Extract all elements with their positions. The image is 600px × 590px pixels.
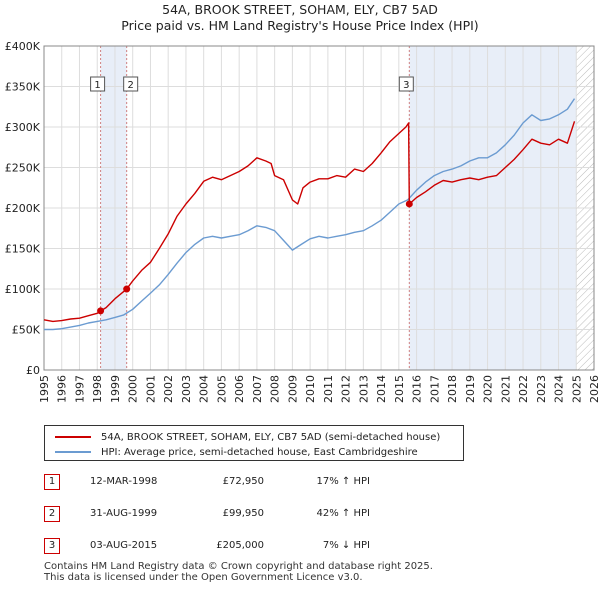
x-tick-label: 2001: [144, 375, 157, 403]
sale-number-box: [90, 76, 106, 92]
footer-line-2: This data is licensed under the Open Gov…: [44, 572, 363, 583]
y-tick-label: £200K: [5, 202, 41, 215]
x-tick-label: 2013: [357, 375, 370, 403]
x-tick-label: 1997: [73, 375, 86, 403]
x-tick-label: 2000: [127, 375, 140, 403]
sale-number-box: [123, 76, 139, 92]
sale-number-badge: 2: [44, 506, 60, 522]
title-line-1: 54A, BROOK STREET, SOHAM, ELY, CB7 5AD: [162, 2, 438, 17]
legend-swatch-hpi: [55, 451, 91, 453]
y-tick-label: £150K: [5, 243, 41, 256]
x-tick-label: 2026: [588, 375, 600, 403]
sale-price: £72,950: [222, 476, 264, 487]
legend-swatch-property: [55, 436, 91, 438]
y-tick-label: £400K: [5, 40, 41, 53]
sale-date: 31-AUG-1999: [90, 508, 158, 519]
sale-number-label: 3: [403, 80, 409, 91]
x-tick-label: 2023: [535, 375, 548, 403]
x-tick-label: 1995: [38, 375, 51, 403]
sale-hpi-diff: 7% ↓ HPI: [322, 540, 370, 551]
x-tick-label: 2014: [375, 375, 388, 403]
sale-price: £205,000: [216, 540, 264, 551]
x-tick-label: 2016: [411, 375, 424, 403]
sale-number-box: [398, 76, 414, 92]
x-tick-label: 2007: [251, 375, 264, 403]
sale-hpi-diff: 42% ↑ HPI: [316, 508, 370, 519]
x-tick-label: 2022: [517, 375, 530, 403]
y-tick-label: £0: [26, 364, 40, 377]
x-tick-label: 2002: [162, 375, 175, 403]
sales-table: 1 12-MAR-1998 £72,950 17% ↑ HPI 2 31-AUG…: [44, 474, 374, 570]
y-tick-label: £50K: [12, 324, 41, 337]
x-tick-label: 2025: [570, 375, 583, 403]
x-tick-label: 2006: [233, 375, 246, 403]
sale-price: £99,950: [222, 508, 264, 519]
x-tick-label: 2009: [286, 375, 299, 403]
x-tick-label: 2005: [215, 375, 228, 403]
sale-point: [123, 285, 131, 293]
x-tick-label: 2008: [269, 375, 282, 403]
x-tick-label: 2003: [180, 375, 193, 403]
title-line-2: Price paid vs. HM Land Registry's House …: [121, 18, 479, 33]
sale-date: 03-AUG-2015: [90, 540, 158, 551]
sale-number-label: 2: [127, 80, 133, 91]
sale-number-badge: 1: [44, 474, 60, 490]
footer-attribution: Contains HM Land Registry data © Crown c…: [44, 561, 433, 583]
sale-row: 2 31-AUG-1999 £99,950 42% ↑ HPI: [44, 506, 374, 538]
x-tick-label: 1998: [91, 375, 104, 403]
x-tick-label: 2017: [428, 375, 441, 403]
x-tick-label: 2024: [553, 375, 566, 403]
sale-number-label: 1: [94, 80, 100, 91]
x-tick-label: 2021: [499, 375, 512, 403]
legend-item-property: 54A, BROOK STREET, SOHAM, ELY, CB7 5AD (…: [55, 430, 440, 444]
y-tick-label: £250K: [5, 162, 41, 175]
sale-row: 1 12-MAR-1998 £72,950 17% ↑ HPI: [44, 474, 374, 506]
x-tick-label: 2018: [446, 375, 459, 403]
sale-row: 3 03-AUG-2015 £205,000 7% ↓ HPI: [44, 538, 374, 570]
sale-number-badge: 3: [44, 538, 60, 554]
x-tick-label: 2004: [198, 375, 211, 403]
hpi-line: [44, 98, 576, 331]
chart-title: 54A, BROOK STREET, SOHAM, ELY, CB7 5AD P…: [0, 2, 600, 34]
x-tick-label: 2020: [482, 375, 495, 403]
sale-point: [97, 307, 105, 315]
x-tick-label: 2015: [393, 375, 406, 403]
footer-line-1: Contains HM Land Registry data © Crown c…: [44, 561, 433, 572]
y-tick-label: £100K: [5, 283, 41, 296]
legend-label-hpi: HPI: Average price, semi-detached house,…: [101, 446, 418, 458]
y-tick-label: £300K: [5, 121, 41, 134]
legend-item-hpi: HPI: Average price, semi-detached house,…: [55, 445, 418, 459]
sale-hpi-diff: 17% ↑ HPI: [316, 476, 370, 487]
sale-date: 12-MAR-1998: [90, 476, 158, 487]
legend-label-property: 54A, BROOK STREET, SOHAM, ELY, CB7 5AD (…: [101, 431, 441, 443]
x-tick-label: 1996: [56, 375, 69, 403]
price-chart: 1 2 3 £0 £50K £100K £150K £200K £250K £300K £350K £…: [5, 40, 600, 403]
x-tick-label: 2011: [322, 375, 335, 403]
x-tick-label: 2010: [304, 375, 317, 403]
x-tick-label: 2019: [464, 375, 477, 403]
x-tick-label: 2012: [340, 375, 353, 403]
legend: 54A, BROOK STREET, SOHAM, ELY, CB7 5AD (…: [44, 425, 464, 461]
y-tick-label: £350K: [5, 81, 41, 94]
x-tick-label: 1999: [109, 375, 122, 403]
plot-frame: [43, 45, 595, 371]
sale-point: [405, 200, 413, 208]
